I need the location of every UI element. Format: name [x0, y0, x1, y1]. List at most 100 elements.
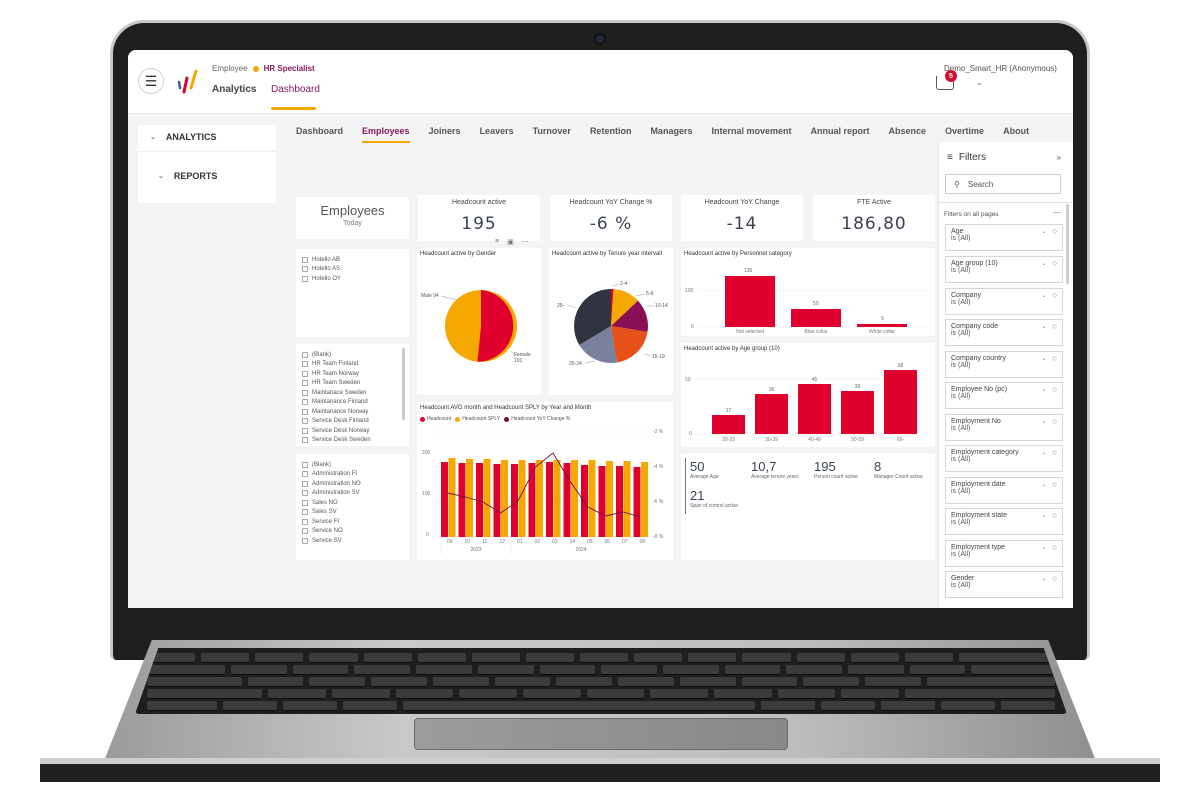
- checkbox[interactable]: [302, 361, 308, 368]
- checkbox[interactable]: [302, 480, 308, 487]
- slicer-option[interactable]: HR Team Sweden: [302, 379, 409, 389]
- eraser-icon[interactable]: ◇: [1052, 293, 1057, 299]
- slicer-option[interactable]: Maintanance Norway: [302, 407, 409, 417]
- filter-card-age-group[interactable]: Age group (10) is (All) ⌄ ◇: [945, 256, 1063, 283]
- slicer-option[interactable]: (Blank): [302, 460, 409, 470]
- kpi-headcount-yoy[interactable]: Headcount YoY Change -14: [681, 195, 803, 241]
- user-menu-chevron-icon[interactable]: ⌄: [976, 78, 983, 87]
- filter-card-employment-category[interactable]: Employment category is (All) ⌄ ◇: [945, 445, 1063, 472]
- checkbox[interactable]: [302, 408, 308, 415]
- slicer-option[interactable]: Maintanace Sweden: [302, 388, 409, 398]
- filter-card-company-code[interactable]: Company code is (All) ⌄ ◇: [945, 319, 1063, 346]
- slicer-option[interactable]: HR Team Norway: [302, 369, 409, 379]
- slicer-option[interactable]: Hotello OY: [302, 274, 409, 284]
- checkbox[interactable]: [302, 370, 308, 377]
- filter-card-employment-no[interactable]: Employment No is (All) ⌄ ◇: [945, 414, 1063, 441]
- chevron-down-icon[interactable]: ⌄: [1041, 356, 1047, 362]
- eraser-icon[interactable]: ◇: [1052, 576, 1057, 582]
- tab-annual-report[interactable]: Annual report: [810, 126, 870, 136]
- slicer-option[interactable]: Service Desk Norway: [302, 426, 409, 436]
- header-tab-dashboard[interactable]: Dashboard: [271, 84, 320, 95]
- focus-mode-icon[interactable]: ▣: [507, 239, 514, 246]
- age-group-bar-chart[interactable]: Headcount active by Age group (10) 50 0 …: [681, 343, 935, 447]
- slicer-option[interactable]: Hotello AB: [302, 255, 409, 265]
- filter-icon[interactable]: ≡: [495, 238, 500, 245]
- nav-item-analytics[interactable]: ⌄ ANALYTICS: [150, 132, 217, 142]
- tab-absence[interactable]: Absence: [888, 126, 927, 136]
- hamburger-menu-button[interactable]: ☰: [138, 68, 164, 94]
- checkbox[interactable]: [302, 266, 308, 273]
- tab-joiners[interactable]: Joiners: [428, 126, 461, 136]
- gender-pie-chart[interactable]: Headcount active by Gender Male 94 Femal…: [417, 248, 541, 395]
- checkbox[interactable]: [302, 399, 308, 406]
- tenure-pie-chart[interactable]: Headcount active by Tenure year interval…: [549, 248, 673, 395]
- collapse-pane-icon[interactable]: »: [1056, 153, 1061, 162]
- chevron-down-icon[interactable]: ⌄: [1041, 387, 1047, 393]
- tab-leavers[interactable]: Leavers: [479, 126, 514, 136]
- header-tab-analytics[interactable]: Analytics: [212, 84, 257, 95]
- slicer-option[interactable]: Administration SV: [302, 489, 409, 499]
- more-options-icon[interactable]: ⋯: [521, 239, 529, 246]
- section-collapse-icon[interactable]: —: [1053, 208, 1061, 217]
- slicer-option[interactable]: Administration FI: [302, 470, 409, 480]
- eraser-icon[interactable]: ◇: [1052, 261, 1057, 267]
- filter-card-employment-type[interactable]: Employment type is (All) ⌄ ◇: [945, 540, 1063, 567]
- tab-retention[interactable]: Retention: [589, 126, 632, 136]
- checkbox[interactable]: [302, 380, 308, 387]
- chevron-down-icon[interactable]: ⌄: [1041, 482, 1047, 488]
- chevron-down-icon[interactable]: ⌄: [1041, 450, 1047, 456]
- checkbox[interactable]: [302, 275, 308, 282]
- tab-overtime[interactable]: Overtime: [945, 126, 985, 136]
- breadcrumb-role[interactable]: HR Specialist: [263, 64, 315, 73]
- eraser-icon[interactable]: ◇: [1052, 513, 1057, 519]
- tab-dashboard[interactable]: Dashboard: [296, 126, 344, 136]
- eraser-icon[interactable]: ◇: [1052, 545, 1057, 551]
- checkbox[interactable]: [302, 528, 308, 535]
- filter-card-company[interactable]: Company is (All) ⌄ ◇: [945, 288, 1063, 315]
- chevron-down-icon[interactable]: ⌄: [1041, 419, 1047, 425]
- checkbox[interactable]: [302, 518, 308, 525]
- chevron-down-icon[interactable]: ⌄: [1041, 293, 1047, 299]
- filter-card-age[interactable]: Age is (All) ⌄ ◇: [945, 224, 1063, 251]
- tab-turnover[interactable]: Turnover: [532, 126, 571, 136]
- eraser-icon[interactable]: ◇: [1052, 229, 1057, 235]
- filter-search-input[interactable]: ⚲ Search: [945, 174, 1061, 194]
- checkbox[interactable]: [302, 256, 308, 263]
- tab-employees[interactable]: Employees: [362, 126, 410, 143]
- filter-card-gender[interactable]: Gender is (All) ⌄ ◇: [945, 571, 1063, 598]
- checkbox[interactable]: [302, 509, 308, 516]
- checkbox[interactable]: [302, 461, 308, 468]
- legend-item[interactable]: Headcount SPLY: [455, 416, 500, 422]
- tab-internal-movement[interactable]: Internal movement: [711, 126, 792, 136]
- slicer-option[interactable]: Maintanance Finland: [302, 398, 409, 408]
- checkbox[interactable]: [302, 537, 308, 544]
- chevron-down-icon[interactable]: ⌄: [1041, 576, 1047, 582]
- kpi-headcount-active[interactable]: Headcount active 195: [418, 195, 540, 241]
- user-name[interactable]: Demo_Smart_HR (Anonymous): [944, 64, 1057, 73]
- slicer-option[interactable]: Service SV: [302, 536, 409, 546]
- filters-scrollbar[interactable]: [1066, 204, 1069, 284]
- eraser-icon[interactable]: ◇: [1052, 324, 1057, 330]
- personnel-category-bar-chart[interactable]: Headcount active by Personnel category 1…: [681, 248, 935, 336]
- kpi-fte-active[interactable]: FTE Active 186,80: [813, 195, 935, 241]
- eraser-icon[interactable]: ◇: [1052, 482, 1057, 488]
- checkbox[interactable]: [302, 418, 308, 425]
- filter-card-employment-date[interactable]: Employment date is (All) ⌄ ◇: [945, 477, 1063, 504]
- legend-item[interactable]: Headcount: [420, 416, 451, 422]
- eraser-icon[interactable]: ◇: [1052, 450, 1057, 456]
- slicer-option[interactable]: HR Team Finland: [302, 360, 409, 370]
- checkbox[interactable]: [302, 437, 308, 444]
- filter-card-employment-state[interactable]: Employment state is (All) ⌄ ◇: [945, 508, 1063, 535]
- chevron-down-icon[interactable]: ⌄: [1041, 324, 1047, 330]
- slicer-option[interactable]: Service Desk Finland: [302, 417, 409, 427]
- slicer-option[interactable]: Service NO: [302, 527, 409, 537]
- checkbox[interactable]: [302, 471, 308, 478]
- checkbox[interactable]: [302, 490, 308, 497]
- eraser-icon[interactable]: ◇: [1052, 419, 1057, 425]
- legend-item[interactable]: Headcount YoY Change %: [504, 416, 570, 422]
- slicer-option[interactable]: Administration NO: [302, 479, 409, 489]
- chevron-down-icon[interactable]: ⌄: [1041, 261, 1047, 267]
- filter-card-company-country[interactable]: Company country is (All) ⌄ ◇: [945, 351, 1063, 378]
- eraser-icon[interactable]: ◇: [1052, 356, 1057, 362]
- nav-item-reports[interactable]: ⌄ REPORTS: [158, 171, 217, 181]
